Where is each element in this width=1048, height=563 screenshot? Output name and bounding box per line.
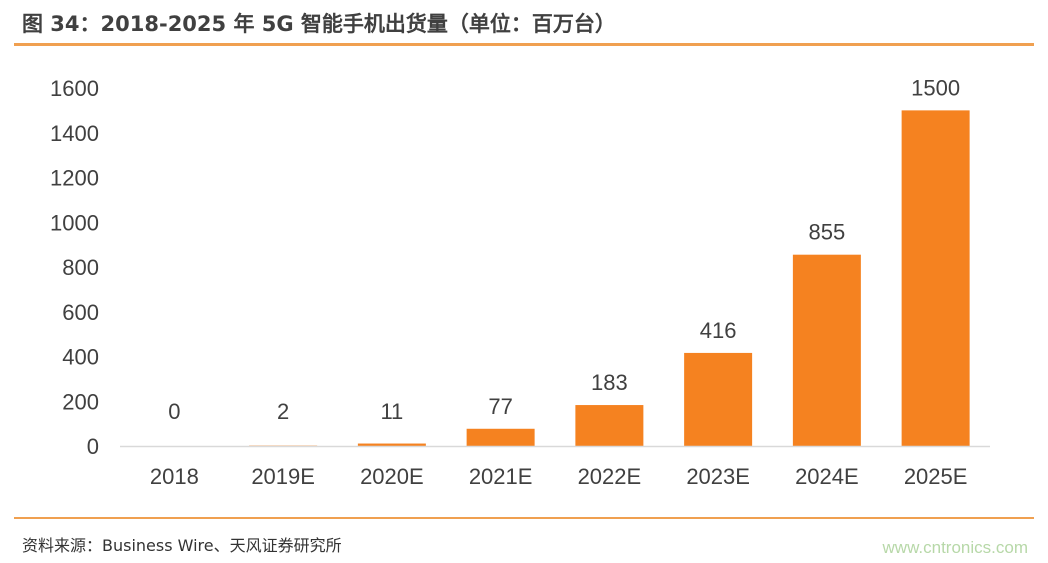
data-label-2023E: 416 bbox=[700, 318, 737, 343]
source-note: 资料来源：Business Wire、天风证券研究所 bbox=[22, 536, 342, 555]
data-label-2024E: 855 bbox=[809, 220, 846, 245]
x-tick-2020E: 2020E bbox=[360, 464, 424, 489]
data-label-2025E: 1500 bbox=[911, 75, 960, 100]
bar-2020E bbox=[357, 443, 426, 446]
data-label-2020E: 11 bbox=[380, 399, 403, 424]
y-tick-label: 400 bbox=[62, 345, 99, 370]
x-tick-2023E: 2023E bbox=[686, 464, 750, 489]
y-tick-label: 0 bbox=[87, 434, 99, 459]
bar-2022E bbox=[575, 405, 644, 446]
bar-2021E bbox=[466, 428, 535, 446]
data-label-2022E: 183 bbox=[591, 370, 628, 395]
page-title: 图 34：2018-2025 年 5G 智能手机出货量（单位：百万台） bbox=[22, 12, 616, 36]
data-label-2021E: 77 bbox=[488, 394, 512, 419]
bar-2023E bbox=[684, 352, 753, 446]
y-tick-label: 1000 bbox=[50, 210, 99, 235]
x-tick-2024E: 2024E bbox=[795, 464, 859, 489]
y-tick-label: 800 bbox=[62, 255, 99, 280]
x-tick-2025E: 2025E bbox=[904, 464, 968, 489]
x-tick-2022E: 2022E bbox=[578, 464, 642, 489]
x-tick-2018: 2018 bbox=[150, 464, 199, 489]
y-tick-label: 1200 bbox=[50, 166, 99, 191]
y-tick-label: 1400 bbox=[50, 121, 99, 146]
y-tick-label: 200 bbox=[62, 389, 99, 414]
data-labels: 0 2 11 77 183 416 855 1500 bbox=[168, 75, 960, 424]
bar-2025E bbox=[901, 110, 970, 446]
y-tick-label: 1600 bbox=[50, 76, 99, 101]
data-label-2019E: 2 bbox=[277, 399, 289, 424]
y-tick-label: 600 bbox=[62, 300, 99, 325]
bars bbox=[249, 110, 970, 446]
x-tick-2019E: 2019E bbox=[251, 464, 315, 489]
x-tick-2021E: 2021E bbox=[469, 464, 533, 489]
x-axis-ticks: 2018 2019E 2020E 2021E 2022E 2023E 2024E 2025E bbox=[150, 464, 968, 489]
bar-2024E bbox=[792, 254, 861, 446]
data-label-2018: 0 bbox=[168, 399, 180, 424]
title-divider bbox=[14, 43, 1034, 46]
footer-divider bbox=[14, 517, 1034, 519]
y-axis-ticks: 0 200 400 600 800 1000 1200 1400 1600 bbox=[50, 76, 99, 459]
watermark: www.cntronics.com bbox=[882, 538, 1028, 557]
